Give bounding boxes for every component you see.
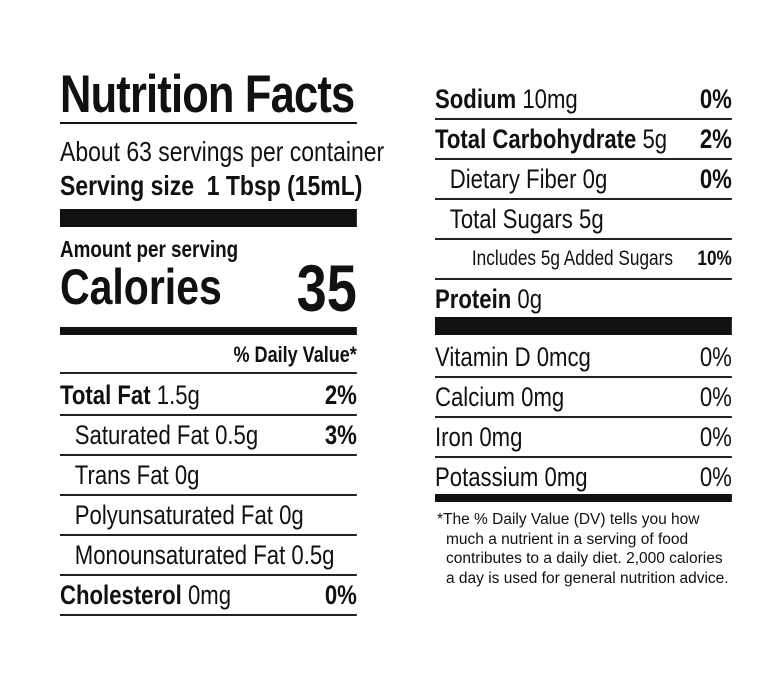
nutrient-name: Trans Fat [74,459,169,490]
nutrient-name: Total Fat [60,379,151,410]
nutrient-amount: 5g [642,123,668,154]
nutrient-row: Calcium 0mg 0% [435,378,732,418]
nutrient-amount: 0mg [521,381,565,412]
nutrient-name: Total Sugars [449,203,573,234]
nutrient-name: Sodium [435,83,517,114]
nutrient-amount: 1.5g [156,379,200,410]
nutrient-amount: 0g [174,459,200,490]
nutrient-name: Vitamin D [435,341,531,372]
nutrient-name: Protein [435,283,512,314]
nutrient-name: Potassium [435,461,539,492]
serving-size-label: Serving size [60,170,194,201]
nutrient-name: Saturated Fat [74,419,209,450]
nutrient-row: Total Fat 1.5g 2% [60,376,357,416]
nutrient-amount: 0g [582,163,608,194]
nutrient-row: Saturated Fat 0.5g 3% [60,416,357,456]
amount-per-serving: Amount per serving [60,236,239,262]
nutrient-row: Total Sugars 5g [435,200,732,240]
dv: 10% [697,247,732,270]
dv: 0% [699,163,732,194]
thick-bar [60,209,357,227]
nutrient-row: Sodium 10mg 0% [435,80,732,120]
left-column: Nutrition Facts About 63 servings per co… [60,0,384,679]
dv: 0% [699,461,732,492]
calories-label: Calories [60,259,222,315]
dv: 0% [699,341,732,372]
nutrient-amount: 0mg [187,579,232,610]
nutrient-row: Vitamin D 0mcg 0% [435,338,732,378]
nutrient-amount: 0mcg [536,341,591,372]
nutrient-name: Dietary Fiber [449,163,577,194]
dv: 2% [324,379,357,410]
dv: 0% [699,83,732,114]
nutrient-name: Polyunsaturated Fat [74,499,273,530]
nutrient-name: Calcium [435,381,515,412]
nutrient-amount: 0mg [544,461,588,492]
nutrient-name: Includes 5g Added Sugars [471,247,673,270]
nutrient-row: Potassium 0mg 0% [435,458,732,498]
nutrient-row: Includes 5g Added Sugars 10% [435,240,732,280]
nutrient-amount: 0.5g [215,419,259,450]
title: Nutrition Facts [60,65,355,124]
nutrient-row: Cholesterol 0mg 0% [60,576,357,616]
nutrient-row: Trans Fat 0g [60,456,357,496]
dv: 0% [324,579,357,610]
thick-bar [435,317,732,335]
nutrient-name: Iron [435,421,474,452]
nutrient-row: Total Carbohydrate 5g 2% [435,120,732,160]
serving-size-value: 1 Tbsp (15mL) [206,170,363,201]
nutrient-row: Monounsaturated Fat 0.5g [60,536,357,576]
medium-bar [435,494,732,502]
nutrient-name: Monounsaturated Fat [74,539,286,570]
right-column: Sodium 10mg 0% Total Carbohydrate 5g 2% Diet… [435,0,732,679]
dv: 2% [699,123,732,154]
rule [60,122,357,124]
nutrient-row: Dietary Fiber 0g 0% [435,160,732,200]
nutrient-row: Protein 0g [435,280,732,320]
nutrient-amount: 0.5g [291,539,335,570]
nutrient-row: Polyunsaturated Fat 0g [60,496,357,536]
nutrient-amount: 0g [517,283,543,314]
servings: About 63 servings per container [60,136,385,167]
nutrient-amount: 5g [578,203,604,234]
footnote: *The % Daily Value (DV) tells you how mu… [437,511,729,587]
nutrient-row: Iron 0mg 0% [435,418,732,458]
calories-value: 35 [296,251,357,325]
dv: 0% [699,421,732,452]
medium-bar [60,327,357,335]
nutrient-amount: 10mg [522,83,578,114]
dv: 0% [699,381,732,412]
nutrient-name: Total Carbohydrate [435,123,637,154]
dv: 3% [324,419,357,450]
nutrient-name: Cholesterol [60,579,182,610]
dv-header: % Daily Value* [60,338,357,374]
nutrient-amount: 0g [279,499,304,530]
nutrient-amount: 0mg [479,421,523,452]
calories: Calories 35 [60,251,357,325]
serving-size: Serving size 1 Tbsp (15mL) [60,170,362,202]
